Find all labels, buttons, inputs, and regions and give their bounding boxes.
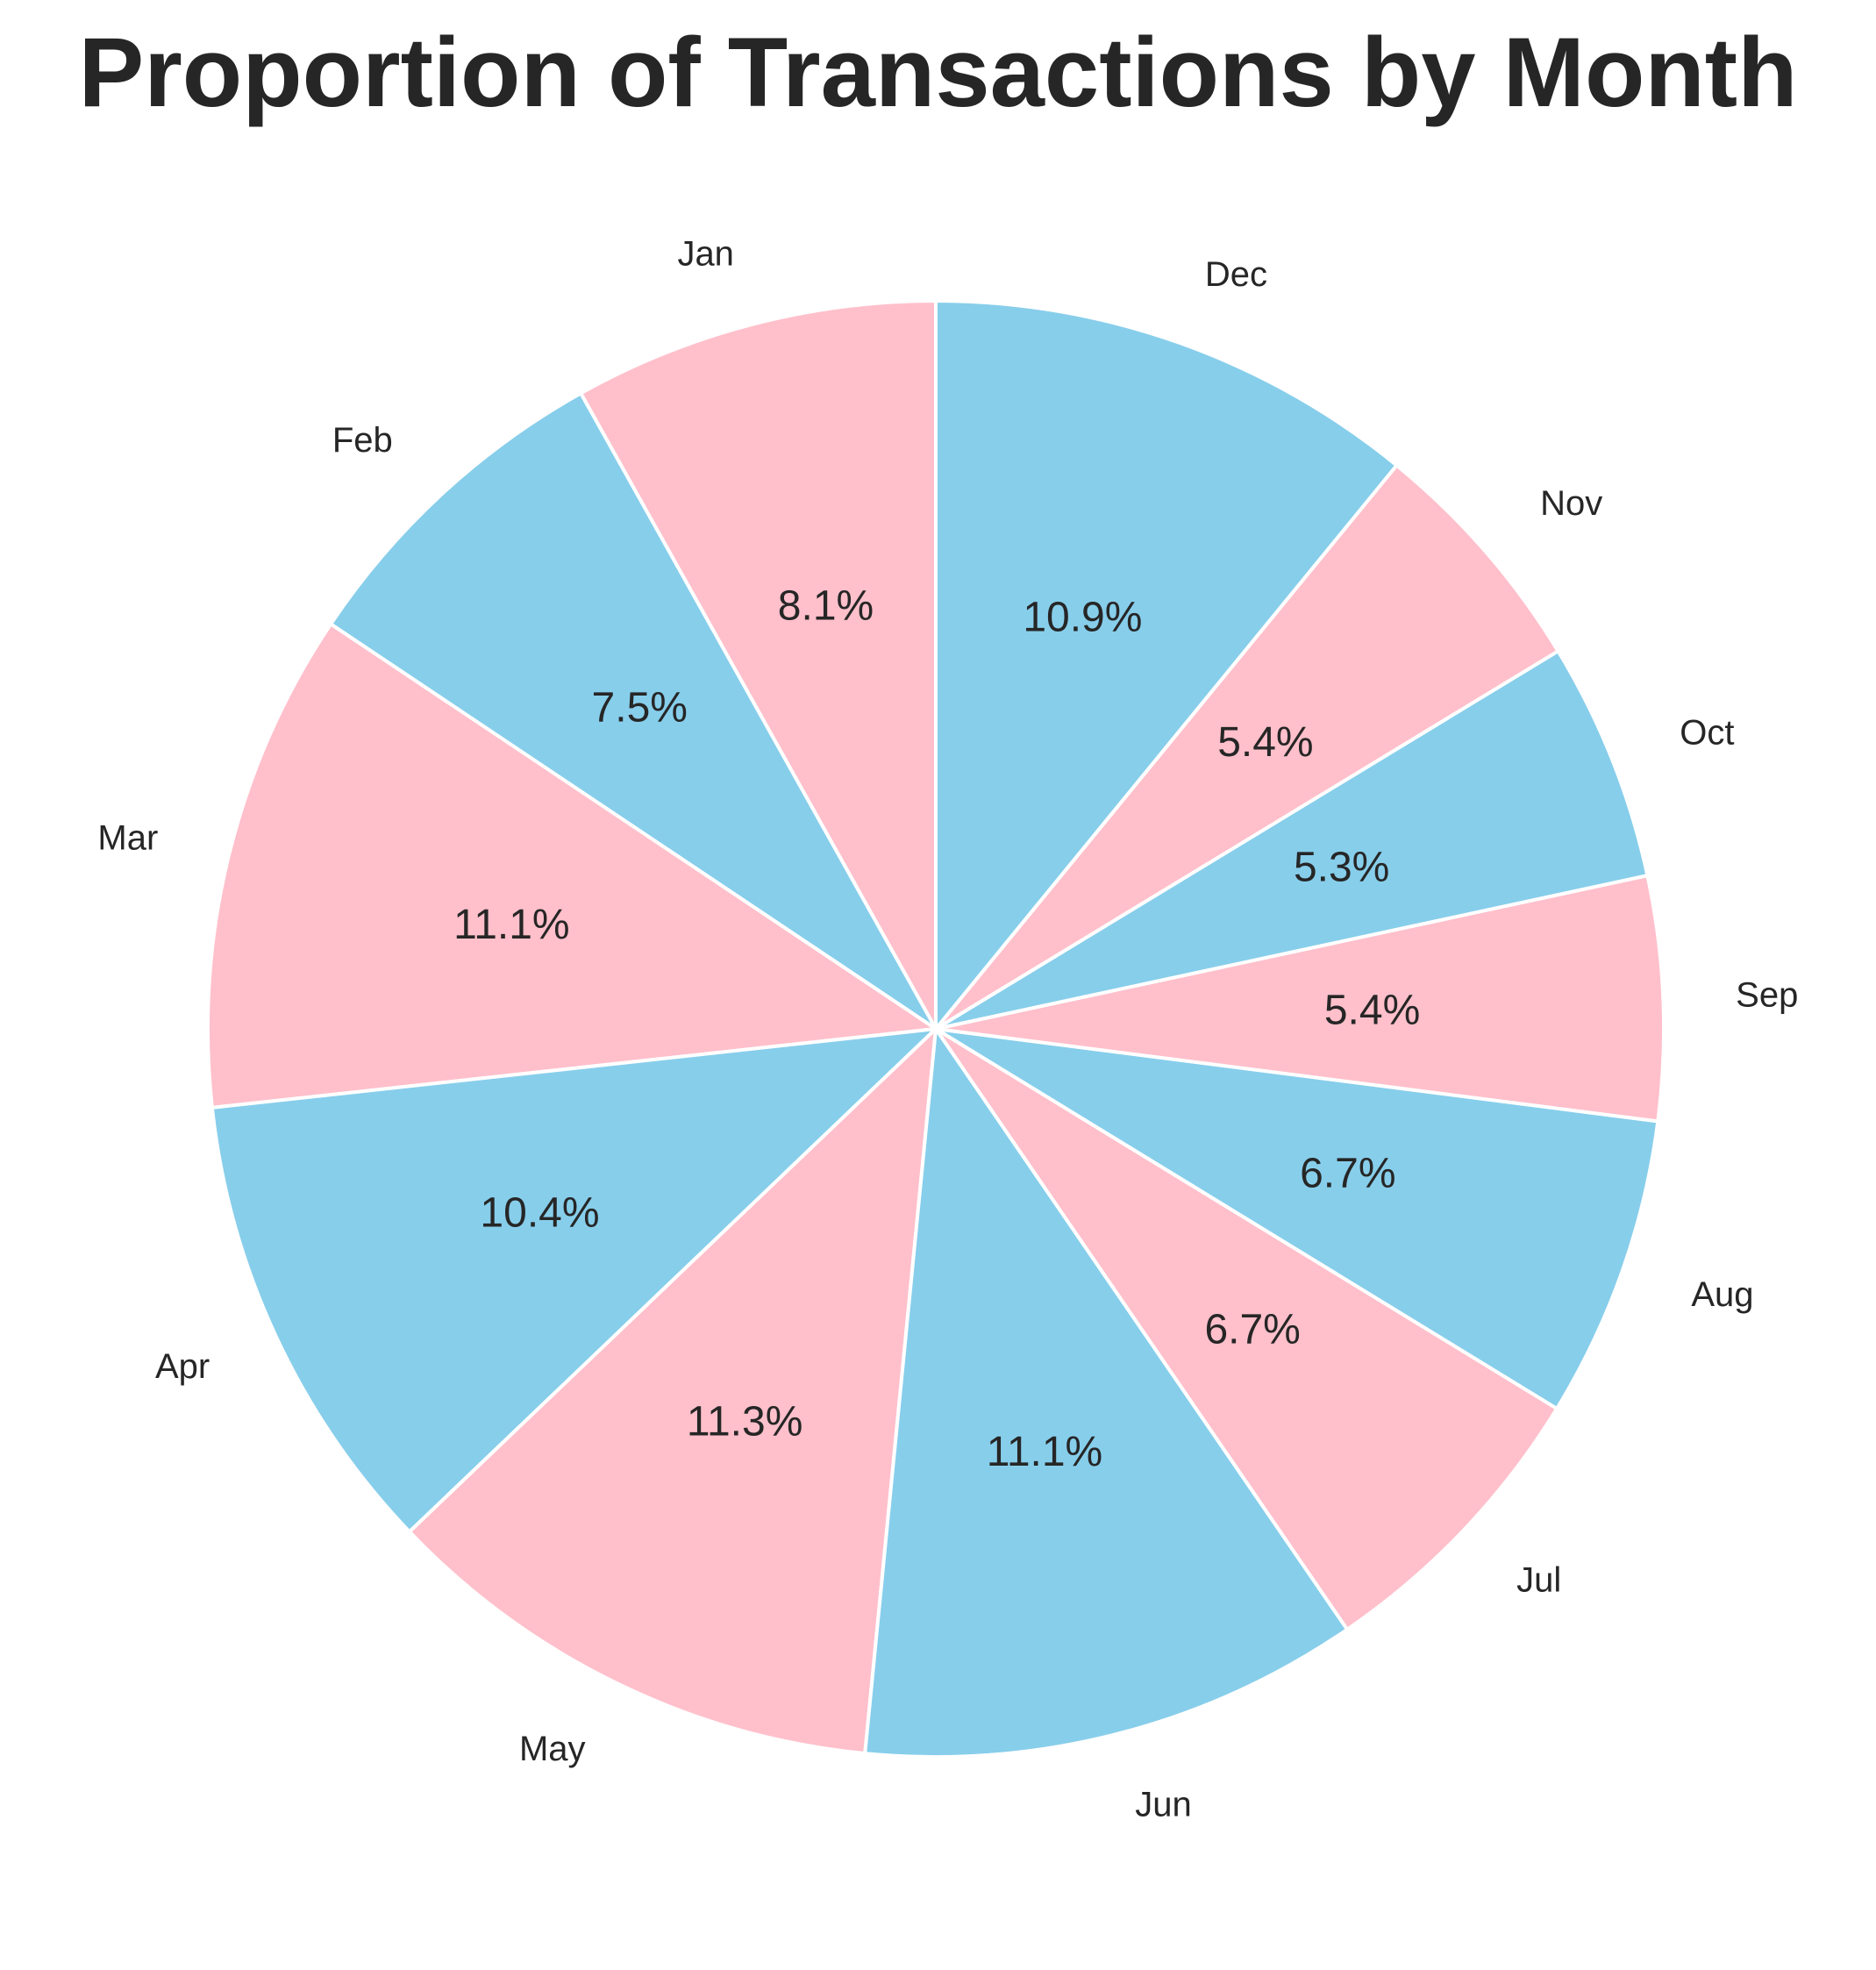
percent-label-oct: 5.3%	[1294, 844, 1389, 890]
month-label-oct: Oct	[1680, 713, 1734, 752]
month-label-aug: Aug	[1691, 1275, 1753, 1314]
month-label-dec: Dec	[1205, 255, 1267, 294]
pie-slice-jun	[863, 1027, 1350, 1759]
percent-label-dec: 10.9%	[1023, 594, 1142, 640]
month-label-mar: Mar	[97, 818, 158, 857]
month-label-jan: Jan	[677, 234, 734, 273]
percent-label-apr: 10.4%	[480, 1190, 599, 1237]
month-label-nov: Nov	[1540, 484, 1602, 523]
percent-label-feb: 7.5%	[592, 685, 688, 732]
percent-label-aug: 6.7%	[1300, 1151, 1395, 1197]
pie-slice-nov	[934, 463, 1560, 1031]
pie-slices	[206, 299, 1666, 1759]
percent-label-jan: 8.1%	[778, 583, 874, 630]
pie-slice-jul	[934, 1027, 1559, 1631]
month-label-sep: Sep	[1736, 975, 1798, 1014]
pie-slice-jan	[579, 299, 938, 1031]
pie-slice-feb	[329, 391, 938, 1031]
pie-slice-aug	[934, 1027, 1660, 1410]
month-label-may: May	[519, 1730, 586, 1768]
percent-label-jul: 6.7%	[1204, 1306, 1300, 1353]
pie-slice-may	[407, 1027, 938, 1756]
pie-labels: 8.1% Jan 7.5% Feb 11.1% Mar 10.4% Apr 11.3% May 11…	[97, 234, 1798, 1824]
percent-label-mar: 11.1%	[453, 902, 570, 948]
pie-slice-dec	[934, 299, 1399, 1031]
percent-label-sep: 5.4%	[1324, 987, 1420, 1033]
percent-label-may: 11.3%	[687, 1398, 803, 1445]
month-label-apr: Apr	[155, 1347, 210, 1386]
pie-slice-mar	[206, 622, 938, 1110]
pie-slice-oct	[934, 649, 1650, 1031]
chart-title: Proportion of Transactions by Month	[78, 18, 1798, 127]
month-label-feb: Feb	[332, 421, 393, 460]
percent-label-nov: 5.4%	[1217, 719, 1313, 766]
pie-slice-sep	[934, 874, 1666, 1124]
month-label-jun: Jun	[1135, 1785, 1192, 1824]
pie-slice-apr	[210, 1027, 938, 1534]
percent-label-jun: 11.1%	[987, 1429, 1103, 1475]
month-label-jul: Jul	[1516, 1561, 1561, 1600]
